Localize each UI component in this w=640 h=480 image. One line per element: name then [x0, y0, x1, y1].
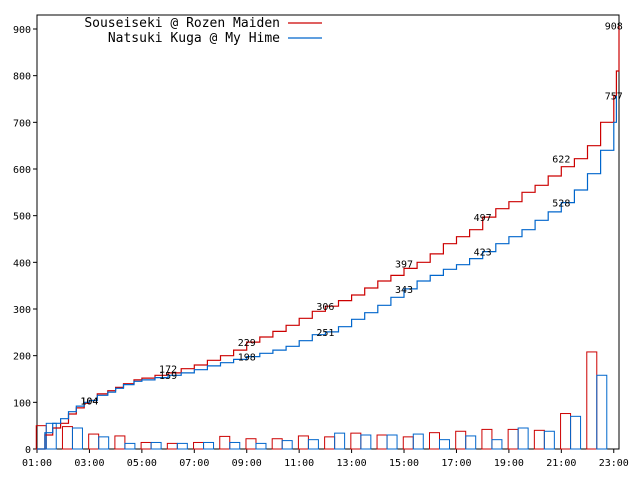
hourly-bar — [61, 426, 73, 450]
hourly-bar — [45, 422, 57, 450]
data-label: 229 — [238, 338, 256, 349]
x-tick-label: 09:00 — [232, 458, 262, 469]
hourly-bar — [596, 374, 608, 450]
x-tick-label: 05:00 — [127, 458, 157, 469]
hourly-bar — [491, 439, 503, 450]
data-label: 757 — [605, 92, 623, 103]
hourly-bar — [438, 439, 450, 450]
x-tick-label: 23:00 — [599, 458, 629, 469]
cumulative-line — [37, 25, 620, 450]
data-label: 251 — [316, 328, 334, 339]
hourly-bar — [412, 433, 424, 450]
hourly-bar — [307, 439, 319, 450]
hourly-bar — [229, 441, 241, 450]
data-label: 104 — [80, 396, 98, 407]
hourly-bar — [297, 435, 309, 450]
x-axis-ticks: 01:00 03:00 05:00 07:00 09:00 11:00 13:00 15:00… — [22, 449, 629, 469]
legend-label: Souseiseki @ Rozen Maiden — [84, 16, 280, 31]
hourly-bar — [481, 428, 493, 450]
hourly-bar — [465, 435, 477, 450]
y-tick-label: 300 — [13, 305, 31, 316]
hourly-bar — [455, 430, 467, 450]
hourly-bar — [255, 442, 267, 450]
hourly-bar — [560, 413, 572, 450]
hourly-bar — [517, 427, 529, 450]
x-tick-label: 11:00 — [284, 458, 314, 469]
data-label: 343 — [395, 285, 413, 296]
cumulative-line — [37, 95, 617, 450]
y-axis-ticks: 0 100 200 300 400 500 600 700 800 900 — [13, 25, 37, 456]
hourly-bar — [71, 427, 83, 450]
legend-label: Natsuki Kuga @ My Hime — [108, 31, 280, 46]
data-label: 104 — [80, 396, 98, 407]
x-tick-label: 01:00 — [22, 458, 52, 469]
hourly-bar — [428, 432, 440, 450]
hourly-bar — [334, 432, 346, 450]
hourly-bar — [124, 442, 136, 450]
data-label: 159 — [159, 371, 177, 382]
x-tick-label: 13:00 — [337, 458, 367, 469]
data-label: 423 — [474, 248, 492, 259]
y-tick-label: 200 — [13, 352, 31, 363]
hourly-bar — [586, 351, 598, 450]
x-tick-label: 03:00 — [74, 458, 104, 469]
hourly-bar — [98, 436, 110, 450]
data-label: 622 — [552, 155, 570, 166]
y-tick-label: 100 — [13, 398, 31, 409]
lines-layer — [37, 25, 620, 450]
hourly-bar — [176, 442, 188, 450]
hourly-bar — [402, 436, 414, 450]
y-tick-label: 0 — [25, 445, 31, 456]
hourly-bar — [533, 429, 545, 450]
hourly-bar — [543, 430, 555, 450]
hourly-bar — [88, 433, 100, 450]
hourly-bar — [507, 428, 519, 450]
y-tick-label: 700 — [13, 118, 31, 129]
hourly-bar — [150, 441, 162, 450]
hourly-bar — [386, 434, 398, 450]
hourly-bar — [245, 438, 257, 450]
data-labels-layer: 1041722293063974976229081041591982513434… — [80, 21, 622, 407]
hourly-bar — [376, 434, 388, 450]
hourly-bar — [360, 434, 372, 450]
hourly-bar — [271, 438, 283, 450]
hourly-bar — [166, 442, 178, 450]
y-tick-label: 400 — [13, 258, 31, 269]
data-label: 528 — [552, 199, 570, 210]
data-label: 497 — [474, 213, 492, 224]
x-tick-label: 17:00 — [441, 458, 471, 469]
y-tick-label: 600 — [13, 165, 31, 176]
hourly-bar — [203, 441, 215, 450]
data-label: 172 — [159, 365, 177, 376]
hourly-bar — [114, 435, 126, 450]
x-tick-label: 15:00 — [389, 458, 419, 469]
hourly-bar — [324, 436, 336, 450]
y-tick-label: 800 — [13, 72, 31, 83]
x-tick-label: 21:00 — [546, 458, 576, 469]
hourly-bar — [350, 432, 362, 450]
hourly-bar — [570, 415, 582, 450]
data-label: 908 — [605, 21, 623, 32]
hourly-bar — [281, 440, 293, 450]
hourly-bar — [193, 441, 205, 450]
bars-layer — [35, 351, 608, 450]
data-label: 306 — [316, 302, 334, 313]
x-tick-label: 07:00 — [179, 458, 209, 469]
y-tick-label: 900 — [13, 25, 31, 36]
hourly-bar — [219, 435, 231, 450]
y-tick-label: 500 — [13, 212, 31, 223]
x-tick-label: 19:00 — [494, 458, 524, 469]
hourly-bar — [140, 441, 152, 450]
data-label: 198 — [238, 353, 256, 364]
data-label: 397 — [395, 260, 413, 271]
